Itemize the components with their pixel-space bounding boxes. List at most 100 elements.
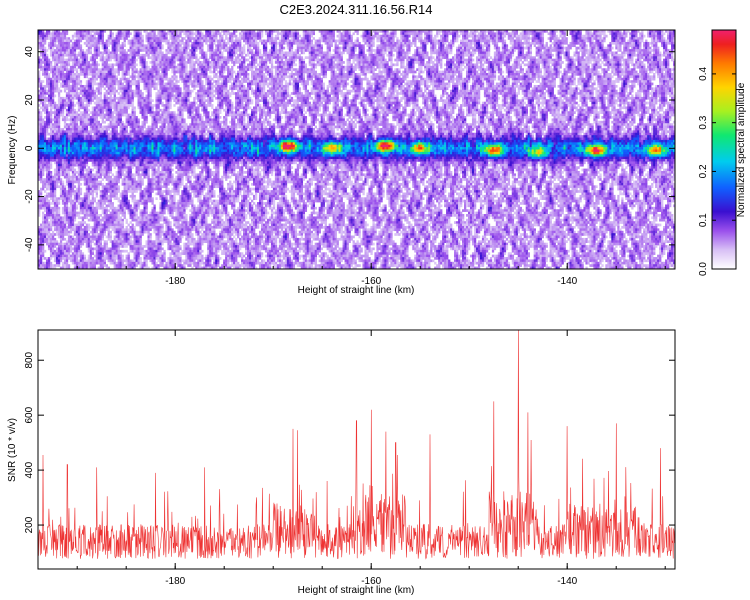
- heatmap-cell: [645, 40, 647, 43]
- heatmap-cell: [56, 37, 58, 40]
- heatmap-cell: [390, 44, 392, 47]
- heatmap-cell: [273, 40, 275, 43]
- heatmap-cell: [124, 35, 126, 38]
- heatmap-cell: [307, 44, 309, 47]
- heatmap-cell: [114, 44, 116, 47]
- heatmap-cell: [661, 44, 663, 47]
- heatmap-cell: [173, 44, 175, 47]
- heatmap-cell: [229, 37, 231, 40]
- heatmap-cell: [74, 42, 76, 45]
- heatmap-cell: [94, 47, 96, 50]
- heatmap-cell: [406, 37, 408, 40]
- heatmap-cell: [428, 40, 430, 43]
- heatmap-cell: [52, 47, 54, 50]
- heatmap-cell: [349, 40, 351, 43]
- heatmap-cell: [179, 32, 181, 35]
- heatmap-cell: [195, 42, 197, 45]
- heatmap-cell: [573, 40, 575, 43]
- heatmap-cell: [249, 44, 251, 47]
- heatmap-cell: [414, 42, 416, 45]
- heatmap-cell: [88, 44, 90, 47]
- heatmap-cell: [239, 47, 241, 50]
- heatmap-cell: [46, 37, 48, 40]
- heatmap-cell: [66, 47, 68, 50]
- heatmap-cell: [402, 32, 404, 35]
- heatmap-cell: [70, 47, 72, 50]
- heatmap-cell: [528, 42, 530, 45]
- heatmap-cell: [80, 37, 82, 40]
- heatmap-cell: [623, 32, 625, 35]
- heatmap-cell: [480, 42, 482, 45]
- heatmap-cell: [508, 37, 510, 40]
- heatmap-cell: [329, 47, 331, 50]
- heatmap-cell: [112, 40, 114, 43]
- heatmap-cell: [524, 37, 526, 40]
- heatmap-cell: [116, 47, 118, 50]
- heatmap-cell: [376, 37, 378, 40]
- heatmap-cell: [313, 47, 315, 50]
- heatmap-cell: [211, 47, 213, 50]
- heatmap-cell: [257, 42, 259, 45]
- heatmap-cell: [605, 35, 607, 38]
- heatmap-cell: [446, 44, 448, 47]
- heatmap-cell: [575, 42, 577, 45]
- heatmap-cell: [159, 32, 161, 35]
- heatmap-cell: [669, 42, 671, 45]
- heatmap-cell: [414, 37, 416, 40]
- heatmap-cell: [122, 32, 124, 35]
- heatmap-cell: [58, 44, 60, 47]
- heatmap-cell: [490, 40, 492, 43]
- heatmap-cell: [134, 35, 136, 38]
- heatmap-cell: [502, 42, 504, 45]
- heatmap-cell: [281, 42, 283, 45]
- heatmap-cell: [482, 32, 484, 35]
- heatmap-cell: [430, 40, 432, 43]
- heatmap-cell: [595, 35, 597, 38]
- heatmap-cell: [187, 47, 189, 50]
- heatmap-cell: [185, 42, 187, 45]
- heatmap-cell: [211, 37, 213, 40]
- heatmap-cell: [514, 35, 516, 38]
- heatmap-cell: [362, 37, 364, 40]
- heatmap-cell: [464, 44, 466, 47]
- heatmap-cell: [635, 42, 637, 45]
- heatmap-cell: [187, 44, 189, 47]
- heatmap-cell: [623, 40, 625, 43]
- heatmap-cell: [134, 37, 136, 40]
- heatmap-cell: [595, 32, 597, 35]
- heatmap-cell: [524, 32, 526, 35]
- heatmap-cell: [289, 47, 291, 50]
- heatmap-cell: [486, 37, 488, 40]
- heatmap-cell: [253, 44, 255, 47]
- heatmap-cell: [132, 44, 134, 47]
- heatmap-cell: [195, 44, 197, 47]
- heatmap-cell: [181, 42, 183, 45]
- heatmap-cell: [142, 44, 144, 47]
- heatmap-cell: [305, 44, 307, 47]
- heatmap-cell: [621, 40, 623, 43]
- heatmap-cell: [492, 40, 494, 43]
- heatmap-cell: [249, 40, 251, 43]
- heatmap-cell: [257, 32, 259, 35]
- heatmap-cell: [140, 47, 142, 50]
- heatmap-cell: [100, 35, 102, 38]
- heatmap-cell: [649, 35, 651, 38]
- heatmap-cell: [388, 40, 390, 43]
- heatmap-cell: [90, 35, 92, 38]
- heatmap-cell: [392, 37, 394, 40]
- heatmap-cell: [623, 44, 625, 47]
- heatmap-cell: [462, 44, 464, 47]
- heatmap-cell: [635, 32, 637, 35]
- heatmap-cell: [151, 42, 153, 45]
- heatmap-cell: [58, 35, 60, 38]
- heatmap-cell: [400, 44, 402, 47]
- heatmap-cell: [647, 44, 649, 47]
- heatmap-cell: [448, 44, 450, 47]
- heatmap-cell: [145, 40, 147, 43]
- heatmap-cell: [112, 47, 114, 50]
- heatmap-cell: [460, 42, 462, 45]
- heatmap-cell: [384, 44, 386, 47]
- heatmap-cell: [108, 44, 110, 47]
- heatmap-cell: [157, 32, 159, 35]
- heatmap-cell: [466, 37, 468, 40]
